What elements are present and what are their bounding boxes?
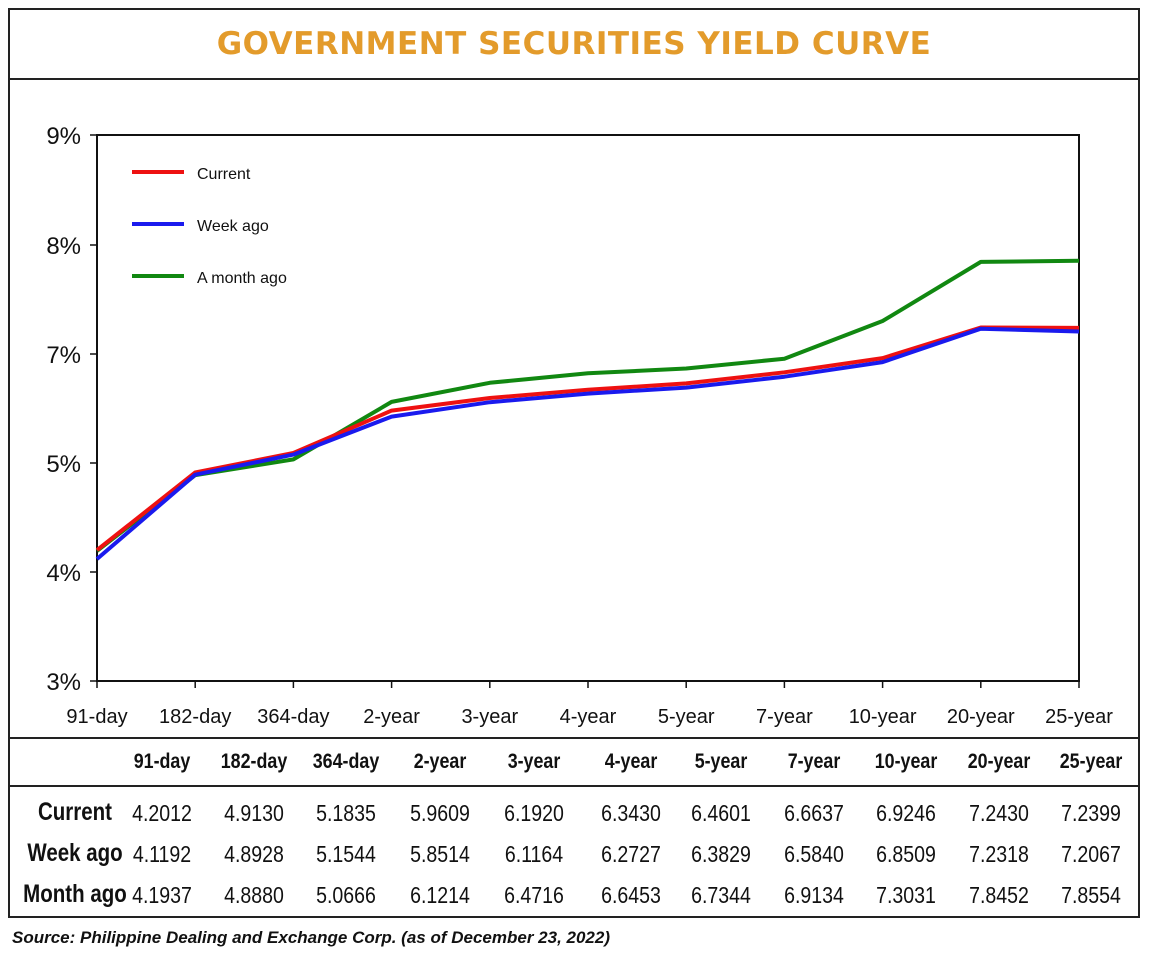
yield-curve-chart: 3% 4% 5% 7% 8% 9% 91-day 182-day 364-day 2-year 3-… [46, 123, 1113, 728]
table-cell: 4.1937 [132, 882, 192, 908]
x-tick-label: 3-year [461, 706, 518, 728]
table-cell: 5.8514 [410, 841, 470, 867]
table-cell: 7.2067 [1061, 841, 1121, 867]
table-header-cell: 4-year [604, 750, 658, 773]
table-header-cell: 5-year [694, 750, 748, 773]
table-cell: 6.1920 [504, 800, 564, 826]
table-cell: 6.4716 [504, 882, 564, 908]
table-cell: 6.7344 [691, 882, 751, 908]
table-cell: 7.3031 [876, 882, 936, 908]
title-bar: GOVERNMENT SECURITIES YIELD CURVE [10, 10, 1138, 80]
table-row-label: Current [37, 798, 113, 826]
table-cell: 6.6453 [601, 882, 661, 908]
table-cell: 5.1835 [316, 800, 376, 826]
y-tick-label: 7% [46, 342, 81, 369]
table-cell: 4.2012 [132, 800, 192, 826]
table-cell: 6.1214 [410, 882, 470, 908]
table-header-cell: 25-year [1059, 750, 1123, 773]
chart-title: GOVERNMENT SECURITIES YIELD CURVE [216, 26, 932, 62]
table-cell: 7.2318 [969, 841, 1029, 867]
x-tick-label: 91-day [66, 706, 127, 728]
table-header-cell: 10-year [874, 750, 938, 773]
chart-frame: GOVERNMENT SECURITIES YIELD CURVE [8, 8, 1140, 918]
table-cell: 4.9130 [224, 800, 284, 826]
table-cell: 6.6637 [784, 800, 844, 826]
table-cell: 4.1192 [132, 841, 192, 867]
x-tick-label: 364-day [257, 706, 329, 728]
table-cell: 7.2430 [969, 800, 1029, 826]
x-tick-label: 20-year [947, 706, 1015, 728]
table-cell: 7.8452 [969, 882, 1029, 908]
y-tick-label: 8% [46, 233, 81, 260]
table-cell: 6.3829 [691, 841, 751, 867]
legend-label: A month ago [197, 270, 287, 287]
table-row-label: Week ago [27, 839, 123, 867]
table-header-cell: 91-day [133, 750, 191, 773]
table-cell: 7.2399 [1061, 800, 1121, 826]
table-cell: 6.2727 [601, 841, 661, 867]
yield-table: 91-day 182-day 364-day 2-year 3-year 4-year 5-… [10, 737, 1140, 918]
y-tick-label: 3% [46, 669, 81, 696]
legend-label: Week ago [197, 218, 269, 235]
table-cell: 6.1164 [504, 841, 564, 867]
table-header-cell: 3-year [507, 750, 561, 773]
y-tick-label: 5% [46, 451, 81, 478]
table-cell: 6.4601 [691, 800, 751, 826]
table-header-cell: 7-year [787, 750, 841, 773]
series-line-a-month-ago [95, 258, 1080, 553]
y-tick-label: 4% [46, 560, 81, 587]
table-cell: 4.8880 [224, 882, 284, 908]
table-header-cell: 2-year [413, 750, 467, 773]
table-cell: 6.9134 [784, 882, 844, 908]
x-tick-label: 10-year [849, 706, 917, 728]
table-cell: 5.0666 [316, 882, 376, 908]
plot-area [96, 134, 1080, 682]
table-header-row: 91-day 182-day 364-day 2-year 3-year 4-year 5-… [10, 737, 1140, 787]
x-tick-label: 5-year [658, 706, 715, 728]
table-cell: 5.1544 [316, 841, 376, 867]
series-line-current [95, 325, 1080, 552]
table-cell: 6.3430 [601, 800, 661, 826]
table-header-cell: 182-day [220, 750, 288, 773]
table-cell: 6.9246 [876, 800, 936, 826]
table-cell: 6.5840 [784, 841, 844, 867]
table-cell: 7.8554 [1061, 882, 1121, 908]
table-cell: 6.8509 [876, 841, 936, 867]
table-cell: 4.8928 [224, 841, 284, 867]
y-tick-label: 9% [46, 123, 81, 150]
table-header-cell: 364-day [312, 750, 380, 773]
x-tick-label: 25-year [1045, 706, 1113, 728]
series-line-week-ago [95, 326, 1080, 561]
table-cell: 5.9609 [410, 800, 470, 826]
table-header-cell: 20-year [967, 750, 1031, 773]
legend-label: Current [197, 166, 251, 183]
source-note: Source: Philippine Dealing and Exchange … [12, 928, 611, 947]
x-tick-label: 4-year [560, 706, 617, 728]
x-tick-label: 7-year [756, 706, 813, 728]
x-tick-label: 2-year [363, 706, 420, 728]
table-row-label: Month ago [23, 880, 127, 908]
x-tick-label: 182-day [159, 706, 231, 728]
